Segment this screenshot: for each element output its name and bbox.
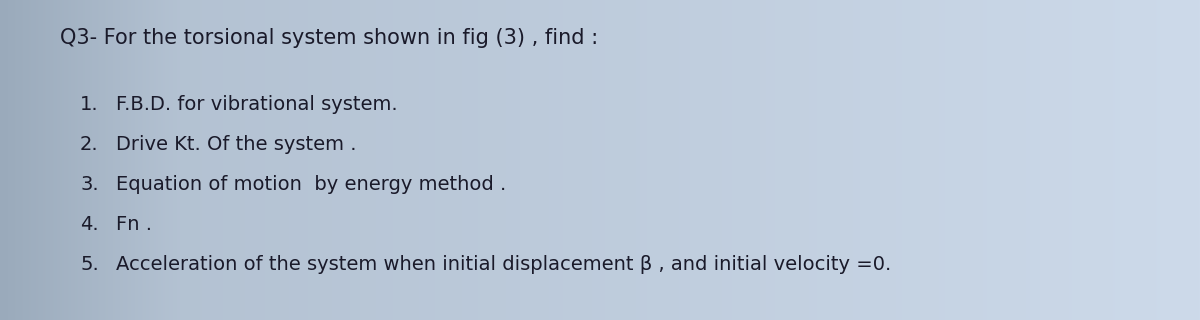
Text: 1.: 1. (80, 95, 98, 114)
Text: 5.: 5. (80, 255, 98, 274)
Text: Acceleration of the system when initial displacement β , and initial velocity =0: Acceleration of the system when initial … (116, 255, 892, 274)
Text: F.B.D. for vibrational system.: F.B.D. for vibrational system. (116, 95, 397, 114)
Text: 3.: 3. (80, 175, 98, 194)
Text: Fn .: Fn . (116, 215, 152, 234)
Text: 2.: 2. (80, 135, 98, 154)
Text: Q3- For the torsional system shown in fig (3) , find :: Q3- For the torsional system shown in fi… (60, 28, 598, 48)
Text: Drive Kt. Of the system .: Drive Kt. Of the system . (116, 135, 356, 154)
Text: 4.: 4. (80, 215, 98, 234)
Text: Equation of motion  by energy method .: Equation of motion by energy method . (116, 175, 506, 194)
